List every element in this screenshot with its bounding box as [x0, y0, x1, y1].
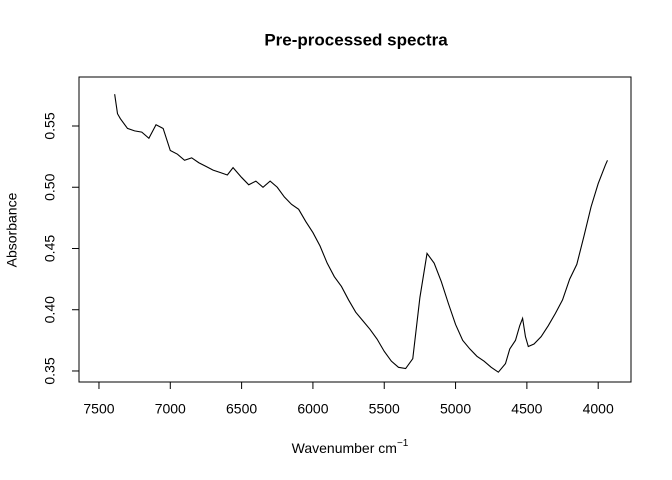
x-tick-label: 4500 — [511, 401, 542, 417]
x-tick-label: 5500 — [369, 401, 400, 417]
y-tick-label: 0.55 — [42, 112, 58, 139]
y-axis-label: Absorbance — [4, 192, 20, 267]
x-tick-label: 7500 — [83, 401, 114, 417]
x-tick-label: 4000 — [583, 401, 614, 417]
x-tick-label: 5000 — [440, 401, 471, 417]
y-tick-label: 0.40 — [42, 296, 58, 323]
y-tick-label: 0.50 — [42, 173, 58, 200]
x-axis-label: Wavenumber cm−1 — [292, 438, 409, 456]
x-tick-label: 6500 — [226, 401, 257, 417]
x-axis-label-text: Wavenumber cm — [292, 440, 397, 456]
y-tick-label: 0.35 — [42, 357, 58, 384]
x-tick-label: 7000 — [155, 401, 186, 417]
chart-title: Pre-processed spectra — [264, 30, 448, 49]
plot-frame — [78, 76, 632, 383]
x-tick-label: 6000 — [297, 401, 328, 417]
y-tick-label: 0.45 — [42, 235, 58, 262]
x-axis-label-superscript: −1 — [397, 438, 409, 449]
spectrum-line — [114, 94, 608, 373]
